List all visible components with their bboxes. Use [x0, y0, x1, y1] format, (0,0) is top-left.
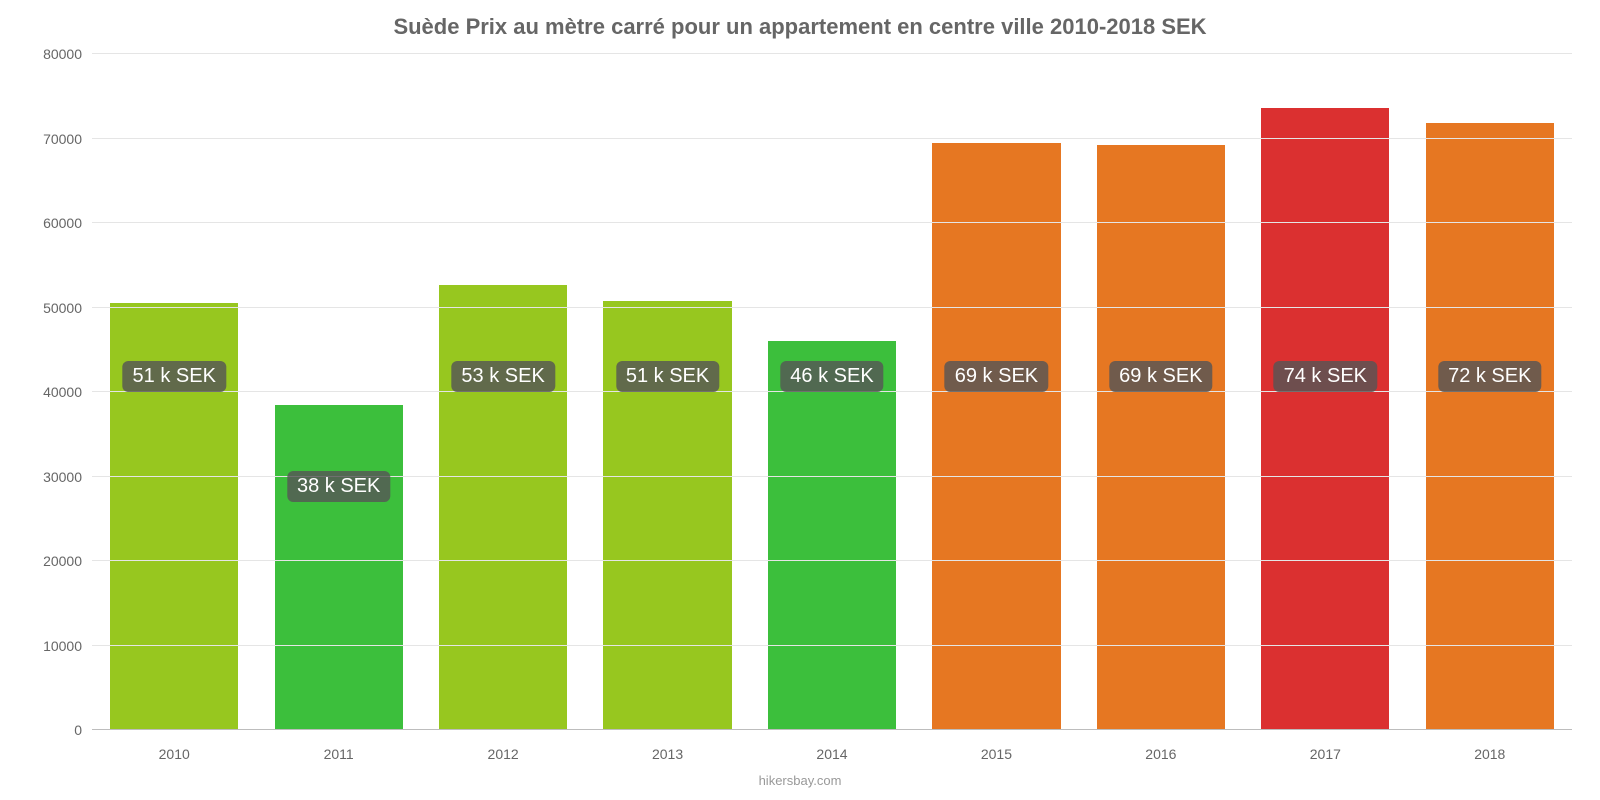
bars-layer	[92, 54, 1572, 730]
x-axis-tick-label: 2013	[652, 746, 683, 762]
y-axis-tick-label: 40000	[43, 384, 82, 400]
bar-value-label: 69 k SEK	[1109, 361, 1212, 392]
chart-title: Suède Prix au mètre carré pour un appart…	[0, 14, 1600, 40]
bar	[768, 341, 896, 730]
bar-value-label: 53 k SEK	[451, 361, 554, 392]
x-axis-tick-label: 2017	[1310, 746, 1341, 762]
bar	[932, 143, 1060, 730]
x-axis-tick-label: 2016	[1145, 746, 1176, 762]
bar-value-label: 46 k SEK	[780, 361, 883, 392]
x-axis-tick-label: 2010	[159, 746, 190, 762]
x-axis-tick-label: 2015	[981, 746, 1012, 762]
bar-value-label: 74 k SEK	[1274, 361, 1377, 392]
plot-area: 51 k SEK 38 k SEK 53 k SEK 51 k SEK 46 k SEK…	[92, 54, 1572, 730]
x-axis-tick-label: 2011	[324, 746, 354, 762]
grid-line	[92, 138, 1572, 139]
x-axis-tick-label: 2014	[816, 746, 847, 762]
bar-value-label: 38 k SEK	[287, 471, 390, 502]
x-axis-tick-label: 2012	[488, 746, 519, 762]
bar-value-label: 51 k SEK	[123, 361, 226, 392]
grid-line	[92, 645, 1572, 646]
bar	[275, 405, 403, 730]
bar-value-label: 72 k SEK	[1438, 361, 1541, 392]
y-axis-tick-label: 20000	[43, 553, 82, 569]
x-axis-line	[92, 729, 1572, 730]
bar	[1261, 108, 1389, 730]
bar-value-label: 69 k SEK	[945, 361, 1048, 392]
y-axis-tick-label: 50000	[43, 300, 82, 316]
bar	[1097, 145, 1225, 730]
y-axis-tick-label: 10000	[43, 638, 82, 654]
y-axis-tick-label: 80000	[43, 46, 82, 62]
y-axis-tick-label: 70000	[43, 131, 82, 147]
grid-line	[92, 307, 1572, 308]
y-axis-tick-label: 60000	[43, 215, 82, 231]
chart-container: Suède Prix au mètre carré pour un appart…	[0, 0, 1600, 800]
grid-line	[92, 222, 1572, 223]
source-credit: hikersbay.com	[0, 773, 1600, 788]
grid-line	[92, 53, 1572, 54]
grid-line	[92, 560, 1572, 561]
bar	[439, 285, 567, 730]
y-axis-tick-label: 30000	[43, 469, 82, 485]
bar-value-label: 51 k SEK	[616, 361, 719, 392]
y-axis-tick-label: 0	[74, 722, 82, 738]
x-axis-tick-label: 2018	[1474, 746, 1505, 762]
bar	[1426, 123, 1554, 730]
